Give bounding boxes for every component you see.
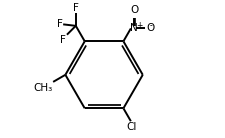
Text: F: F [56, 19, 62, 29]
Text: CH₃: CH₃ [33, 83, 52, 93]
Text: Cl: Cl [125, 122, 136, 132]
Text: F: F [60, 35, 66, 45]
Text: +: + [136, 21, 142, 30]
Text: O: O [146, 23, 154, 33]
Text: O: O [130, 5, 138, 15]
Text: N: N [129, 23, 137, 33]
Text: F: F [72, 3, 78, 13]
Text: -: - [149, 21, 151, 30]
